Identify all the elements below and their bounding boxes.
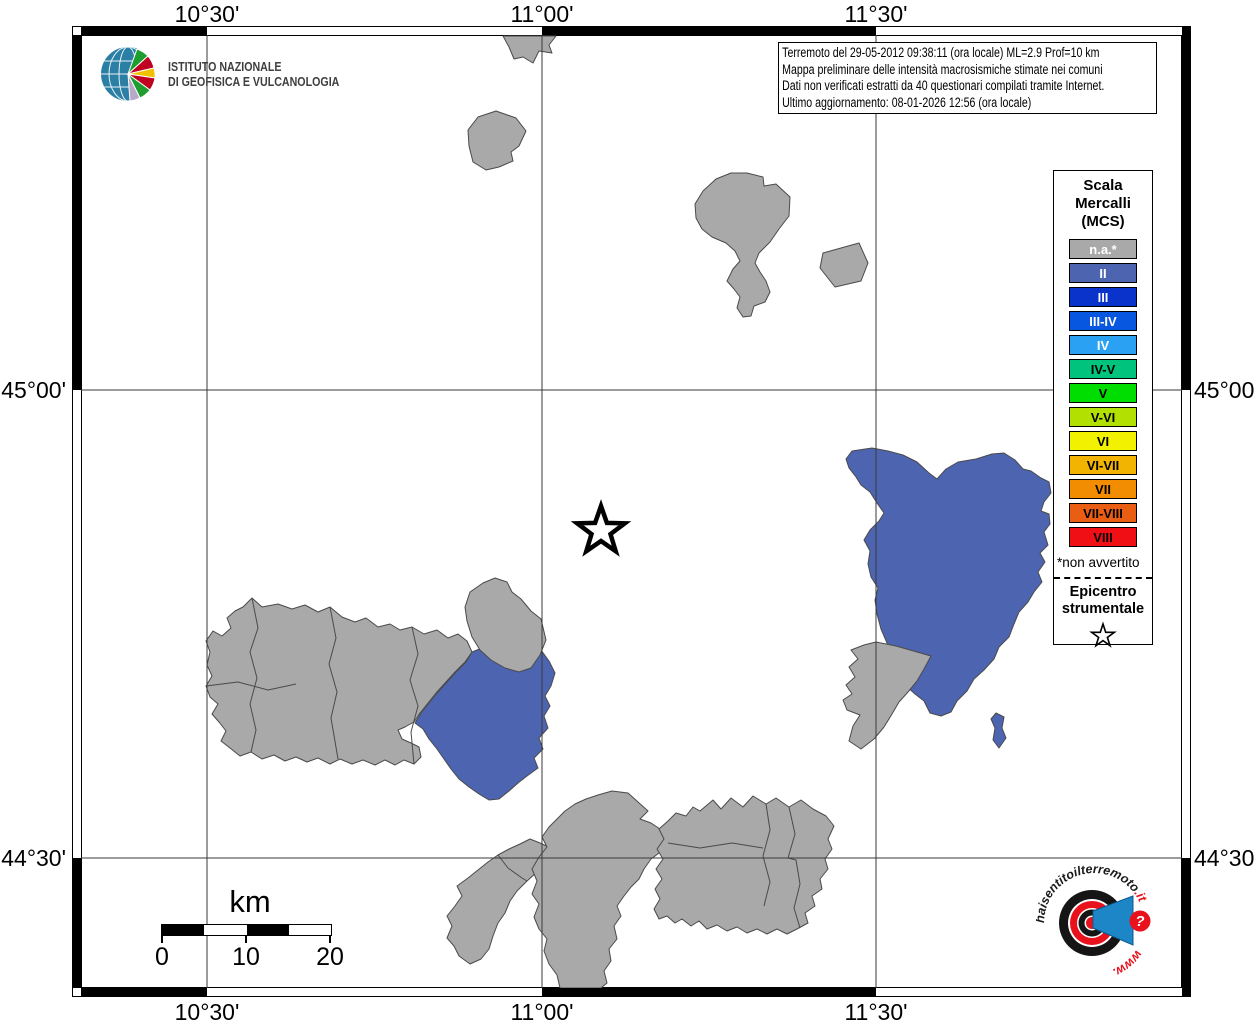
svg-text:www.: www. (1111, 948, 1146, 980)
legend-footnote: *non avvertito (1057, 555, 1140, 570)
legend-item-iii-iv: III-IV (1069, 311, 1137, 331)
municipality-polygons (205, 35, 1052, 988)
municipality-na (531, 790, 669, 988)
legend-title-line2: Mercalli (1075, 195, 1131, 212)
lat-label-right-2: 44°30' (1194, 845, 1255, 871)
ingv-logo: ISTITUTO NAZIONALE DI GEOFISICA E VULCAN… (98, 44, 339, 106)
municipality-na (842, 641, 932, 750)
question-badge-icon (1129, 910, 1151, 932)
ingv-globe-icon (101, 47, 156, 102)
megaphone-icon (1092, 895, 1134, 946)
legend-epicenter-line2: strumentale (1061, 601, 1145, 617)
logo-text-www: www. (1111, 948, 1146, 980)
graticule (81, 35, 1182, 988)
municipality-na (464, 577, 547, 673)
info-line-event: Terremoto del 29-05-2012 09:38:11 (ora l… (782, 45, 1100, 60)
legend-item-iii: III (1069, 287, 1137, 307)
legend-star-icon (1089, 621, 1117, 648)
legend-divider (1054, 577, 1152, 579)
municipality-na (446, 838, 556, 965)
municipality-na (694, 172, 791, 318)
municipality-ii (414, 647, 556, 801)
municipality-na (653, 795, 835, 935)
info-line-map: Mappa preliminare delle intensità macros… (782, 61, 1103, 77)
legend-item-ii: II (1069, 263, 1137, 283)
lon-label-top-1: 10°30' (174, 1, 240, 27)
legend-item-viii: VIII (1069, 527, 1137, 547)
lon-label-top-2: 11°00' (510, 1, 574, 27)
ingv-name-line2: DI GEOFISICA E VULCANOLOGIA (168, 74, 340, 89)
municipality-na (467, 110, 527, 171)
scale-label-0: 0 (155, 943, 169, 971)
lat-label-left-1: 45°00' (1, 377, 66, 403)
legend-item-vii: VII (1069, 479, 1137, 499)
haisentito-logo-icon: ? haisentitoilterremoto.it www. (1033, 862, 1151, 980)
municipality-boundary (762, 803, 771, 907)
legend-item-na: n.a.* (1069, 239, 1137, 259)
lon-label-bottom-1: 10°30' (174, 999, 240, 1024)
lon-label-bottom-3: 11°30' (844, 999, 908, 1024)
scale-label-10: 10 (232, 943, 260, 971)
haisentito-logo: ? haisentitoilterremoto.it www. (1033, 861, 1160, 985)
lon-label-bottom-2: 11°00' (510, 999, 574, 1024)
legend-item-vi: VI (1069, 431, 1137, 451)
scale-unit-label: km (229, 884, 271, 919)
scale-label-20: 20 (316, 943, 344, 971)
lat-label-right-1: 45°00' (1194, 377, 1255, 403)
legend-item-vii-viii: VII-VIII (1069, 503, 1137, 523)
epicenter-star-icon (570, 499, 632, 557)
info-line-update: Ultimo aggiornamento: 08-01-2026 12:56 (… (782, 94, 1032, 110)
municipality-boundary (328, 606, 339, 760)
municipality-boundary (497, 854, 528, 882)
legend-title-line3: (MCS) (1081, 213, 1125, 230)
info-line-data: Dati non verificati estratti da 40 quest… (782, 78, 1105, 93)
legend-item-iv: IV (1069, 335, 1137, 355)
lat-label-left-2: 44°30' (1, 845, 66, 871)
legend-item-vi-vii: VI-VII (1069, 455, 1137, 475)
municipality-boundary (667, 842, 764, 849)
municipality-na (502, 35, 557, 64)
municipality-boundary (249, 597, 259, 753)
question-mark: ? (1135, 913, 1144, 930)
earthquake-info-box: Terremoto del 29-05-2012 09:38:11 (ora l… (778, 42, 1157, 114)
municipality-boundary (787, 806, 801, 929)
municipality-boundary (205, 681, 297, 691)
municipality-ii (990, 712, 1007, 749)
scale-bar: km 0 10 20 (155, 884, 355, 984)
municipality-boundary (409, 626, 419, 765)
map-frame (72, 26, 1191, 997)
mcs-legend: Scala Mercalli (MCS) n.a.* II III III-IV… (1053, 170, 1153, 648)
municipality-na (819, 242, 869, 288)
legend-epicenter-line1: Epicentro (1069, 584, 1137, 600)
legend-item-v-vi: V-VI (1069, 407, 1137, 427)
legend-item-v: V (1069, 383, 1137, 403)
legend-item-iv-v: IV-V (1069, 359, 1137, 379)
ingv-name-line1: ISTITUTO NAZIONALE (168, 59, 282, 74)
lon-label-top-3: 11°30' (844, 1, 908, 27)
legend-title-line1: Scala (1083, 177, 1123, 194)
